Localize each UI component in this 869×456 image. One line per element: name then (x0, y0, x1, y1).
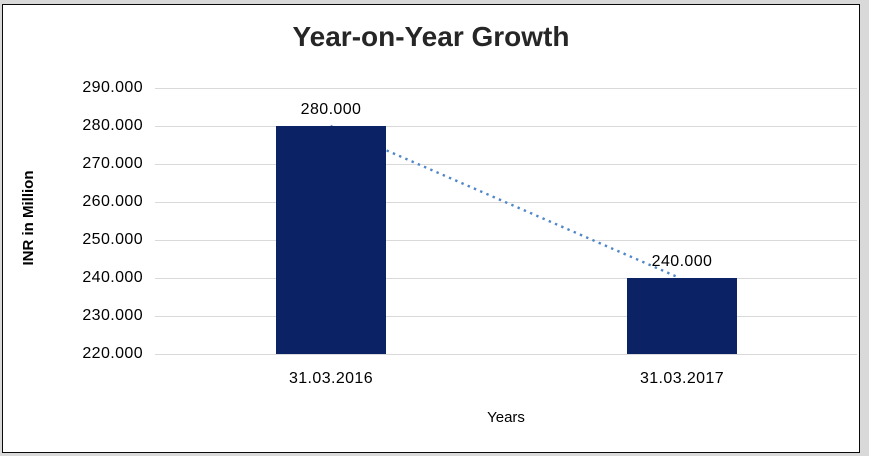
gridline (155, 316, 857, 317)
data-label: 240.000 (651, 253, 713, 270)
x-axis-title: Years (487, 409, 525, 426)
gridline (155, 278, 857, 279)
gridline (155, 88, 857, 89)
y-tick-label: 240.000 (82, 269, 143, 286)
data-label: 280.000 (300, 101, 362, 118)
y-tick-label: 230.000 (82, 307, 143, 324)
x-category-label: 31.03.2016 (288, 370, 374, 387)
x-category-label: 31.03.2017 (639, 370, 725, 387)
gridline (155, 126, 857, 127)
chart-title: Year-on-Year Growth (292, 21, 570, 52)
bar-31.03.2016 (276, 126, 386, 354)
plot-area (155, 88, 857, 355)
trendline (330, 124, 678, 279)
y-tick-label: 250.000 (82, 231, 143, 248)
bar-31.03.2017 (627, 278, 737, 354)
gridline (155, 164, 857, 165)
gridline (155, 240, 857, 241)
y-tick-label: 220.000 (82, 345, 143, 362)
y-tick-label: 280.000 (82, 117, 143, 134)
gridline (155, 354, 857, 355)
y-tick-label: 270.000 (82, 155, 143, 172)
y-tick-label: 260.000 (82, 193, 143, 210)
chart-frame: Year-on-Year Growth INR in Million 220.0… (2, 4, 860, 453)
y-tick-label: 290.000 (82, 79, 143, 96)
